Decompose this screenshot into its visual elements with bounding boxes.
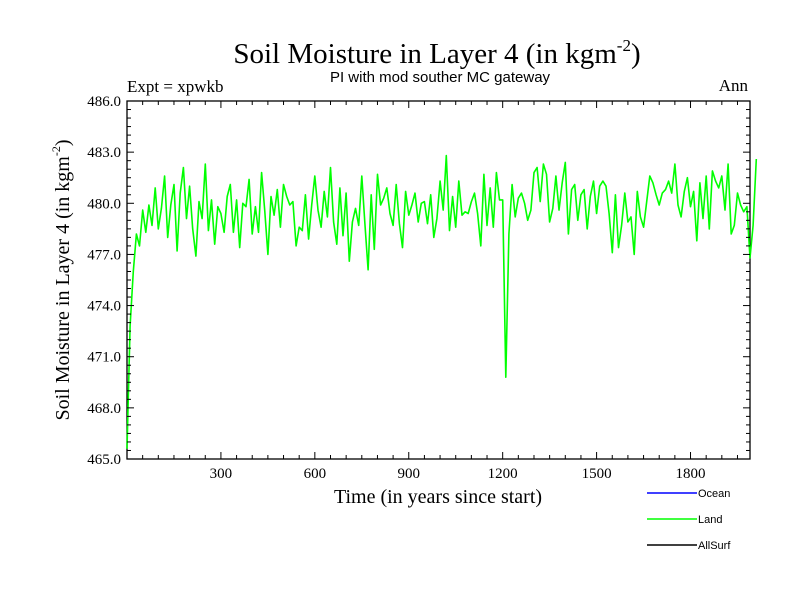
y-tick-label: 483.0 xyxy=(87,145,121,161)
x-axis-label: Time (in years since start) xyxy=(334,486,542,508)
x-tick-label: 1200 xyxy=(488,466,518,482)
y-tick-label: 486.0 xyxy=(87,94,121,110)
chart-title: Soil Moisture in Layer 4 (in kgm-2) xyxy=(233,36,640,70)
x-tick-label: 1500 xyxy=(582,466,612,482)
plot-area xyxy=(126,100,751,460)
series-layer xyxy=(126,154,758,449)
ticks-layer: 300 600 900 1200 1500 1800 465.0 468.0 471.0 474.… xyxy=(87,94,750,482)
x-tick-label: 600 xyxy=(304,466,327,482)
y-tick-label: 474.0 xyxy=(87,299,121,315)
season-label: Ann xyxy=(719,76,749,95)
y-axis-label: Soil Moisture in Layer 4 (in kgm-2) xyxy=(49,139,74,420)
legend-label-land: Land xyxy=(698,514,722,526)
y-tick-label: 477.0 xyxy=(87,247,121,263)
legend-label-ocean: Ocean xyxy=(698,488,730,500)
y-tick-label: 465.0 xyxy=(87,452,121,468)
experiment-label: Expt = xpwkb xyxy=(127,77,223,96)
series-line-land xyxy=(126,154,758,449)
x-tick-label: 900 xyxy=(398,466,421,482)
y-tick-label: 480.0 xyxy=(87,196,121,212)
y-tick-label: 471.0 xyxy=(87,350,121,366)
legend: Ocean Land AllSurf xyxy=(647,488,731,552)
x-tick-label: 1800 xyxy=(676,466,706,482)
x-tick-label: 300 xyxy=(210,466,233,482)
legend-label-allsurf: AllSurf xyxy=(698,540,731,552)
plot-frame xyxy=(126,100,751,460)
y-tick-label: 468.0 xyxy=(87,401,121,417)
chart-subtitle: PI with mod souther MC gateway xyxy=(330,69,551,86)
